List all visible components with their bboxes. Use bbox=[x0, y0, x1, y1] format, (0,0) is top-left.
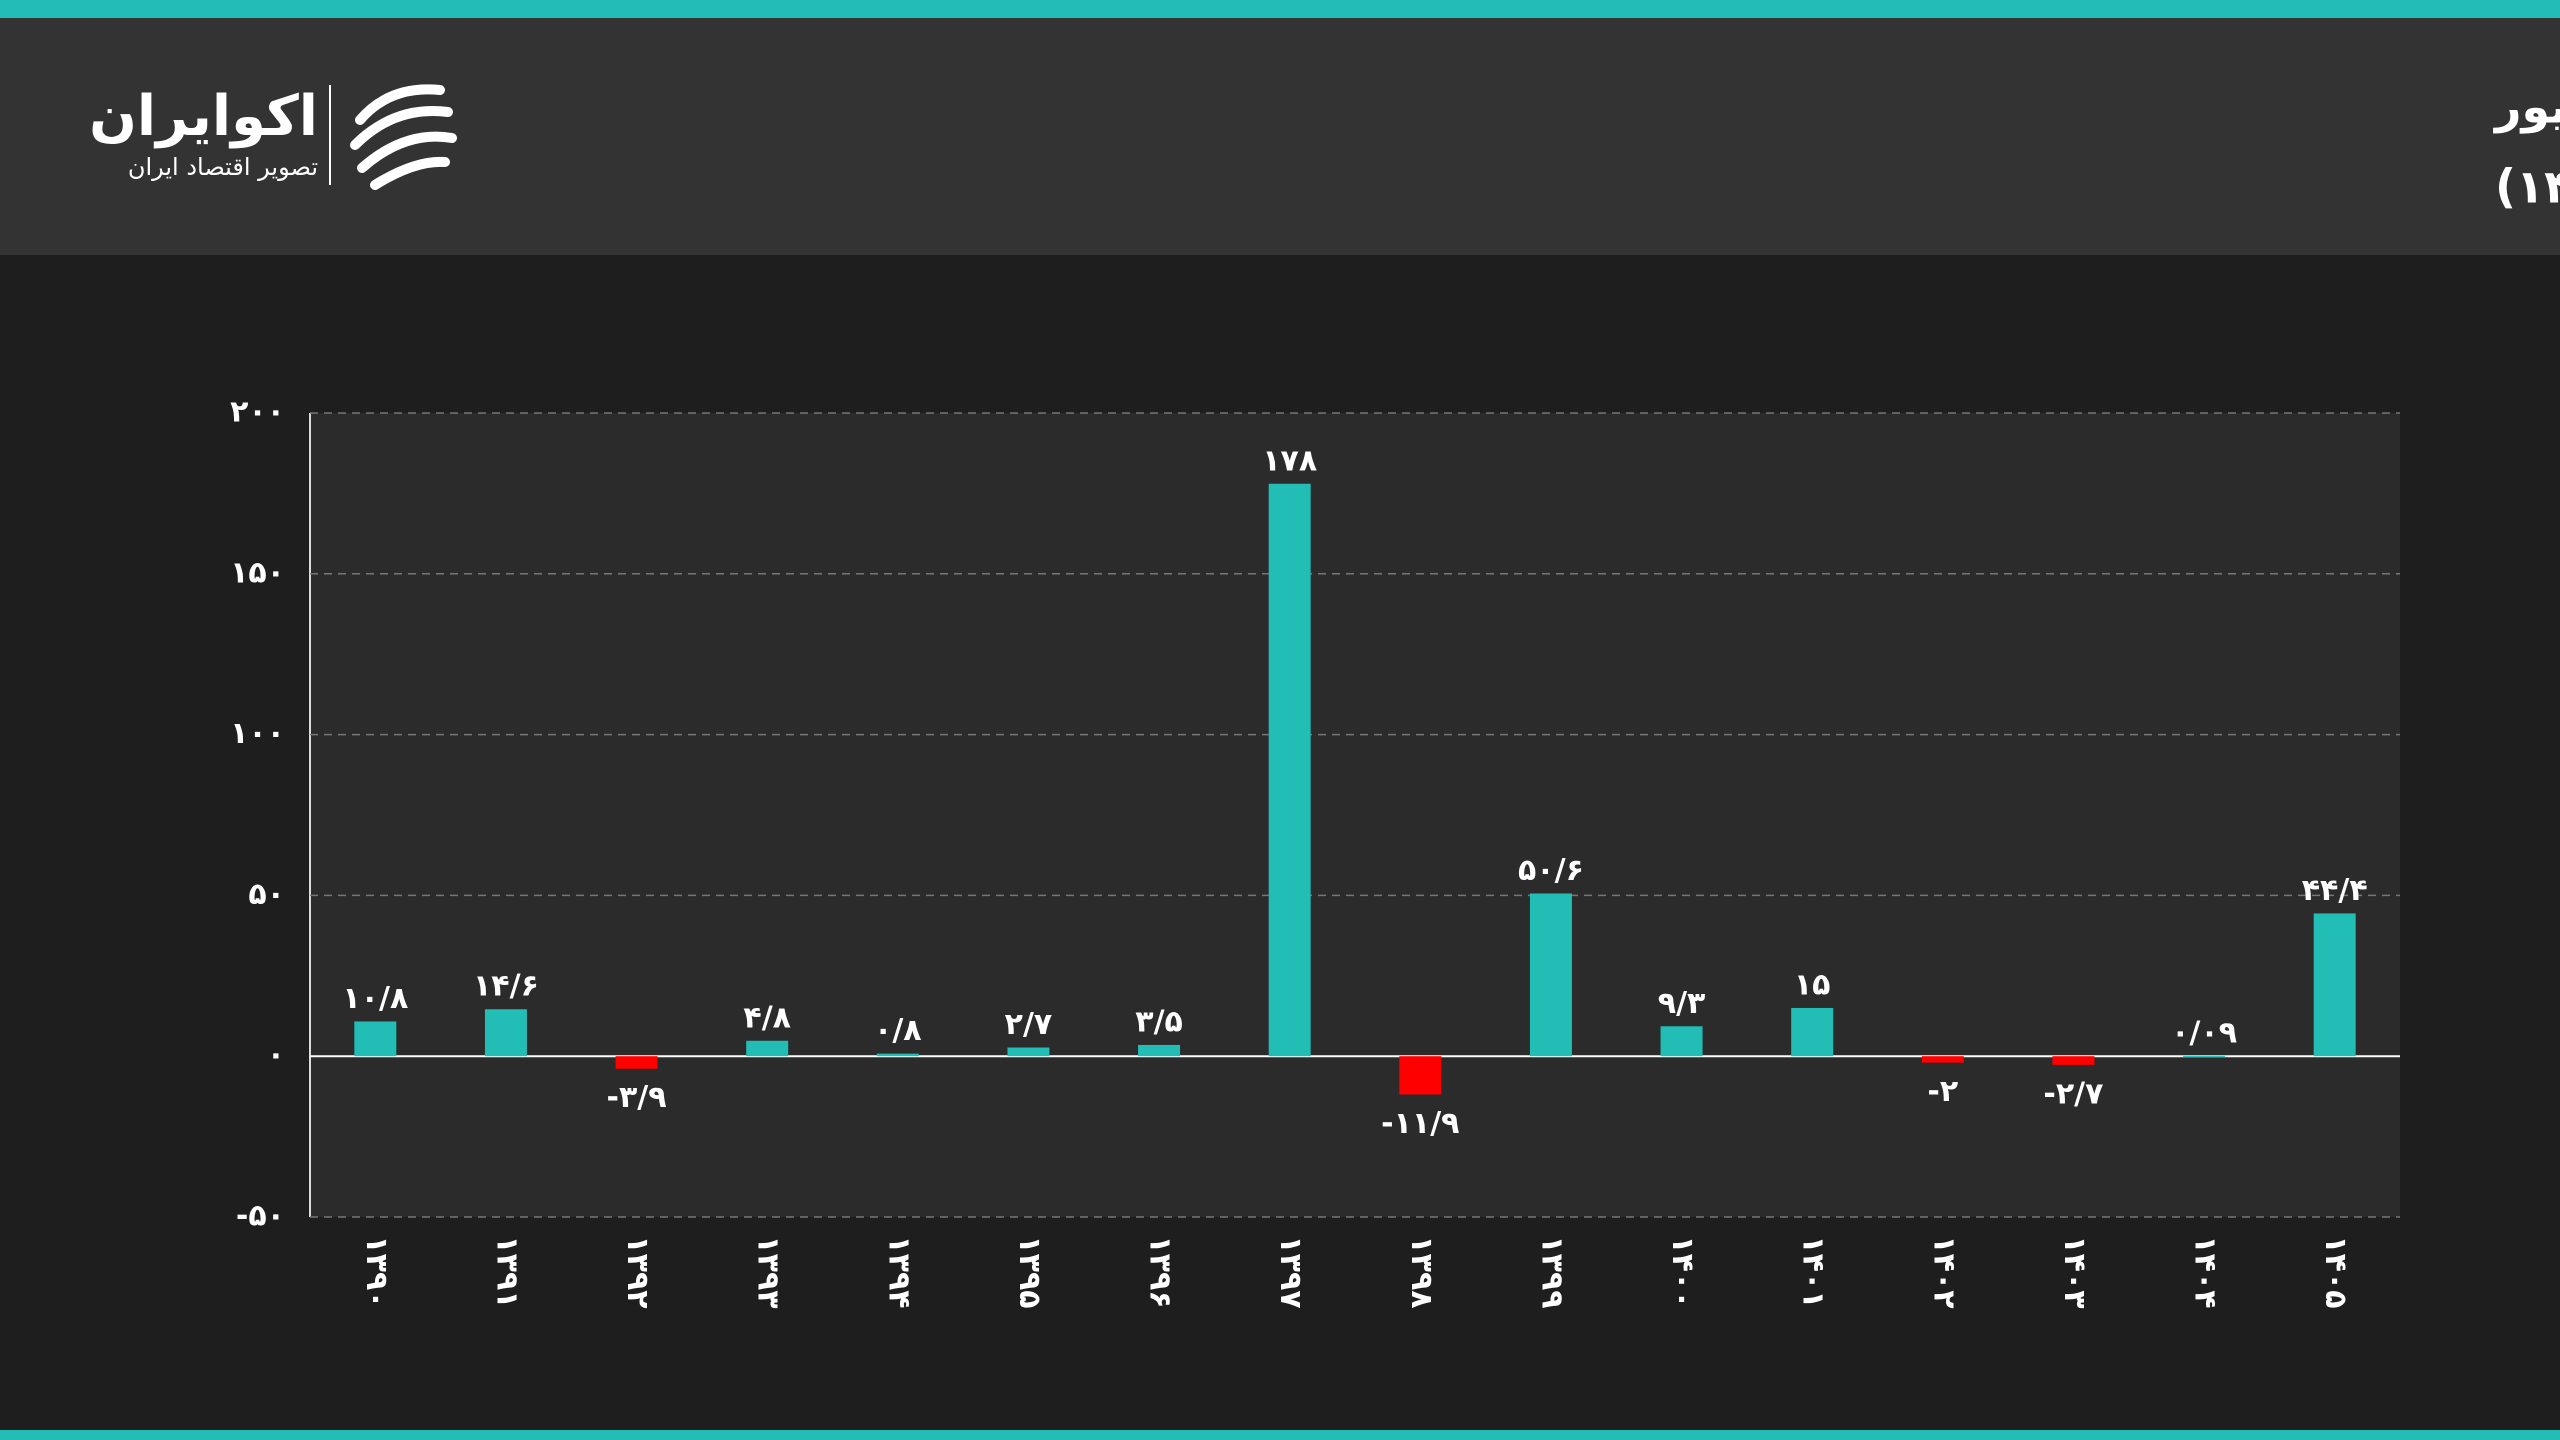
x-tick-label: ۱۴۰۳ bbox=[2057, 1235, 2092, 1308]
bar bbox=[2313, 913, 2356, 1057]
x-tick-label: ۱۳۹۳ bbox=[751, 1235, 786, 1308]
bar bbox=[1660, 1026, 1703, 1057]
value-label: ۳/۵ bbox=[1135, 1004, 1183, 1039]
value-label: -۳/۹ bbox=[607, 1080, 667, 1115]
x-tick-label: ۱۳۹۹ bbox=[1534, 1235, 1569, 1308]
y-tick-label: ۱۰۰ bbox=[230, 716, 285, 751]
value-label: ۱۰/۸ bbox=[342, 981, 408, 1016]
bar bbox=[354, 1021, 397, 1057]
value-label: ۴۴/۴ bbox=[2302, 873, 2368, 908]
x-tick-label: ۱۳۹۵ bbox=[1012, 1235, 1047, 1308]
x-tick-label: ۱۳۹۷ bbox=[1273, 1235, 1308, 1308]
y-tick-label: ۵۰ bbox=[248, 877, 285, 912]
bar bbox=[1399, 1056, 1442, 1095]
bar bbox=[484, 1009, 527, 1057]
bar bbox=[1138, 1044, 1181, 1057]
value-label: -۲/۷ bbox=[2043, 1076, 2103, 1111]
value-label: ۱۷۸ bbox=[1262, 443, 1317, 478]
brand-tagline: تصویر اقتصاد ایران bbox=[128, 153, 318, 181]
value-label: ۱۴/۶ bbox=[473, 969, 539, 1004]
bar bbox=[2183, 1055, 2226, 1057]
value-label: ۴/۸ bbox=[743, 1000, 791, 1035]
value-label: ۱۵ bbox=[1794, 967, 1831, 1002]
x-tick-label: ۱۳۹۱ bbox=[489, 1235, 524, 1308]
x-tick-label: ۱۴۰۴ bbox=[2188, 1235, 2223, 1308]
bar bbox=[746, 1040, 789, 1057]
x-tick-label: ۱۴۰۵ bbox=[2318, 1235, 2353, 1308]
plot-area bbox=[310, 413, 2400, 1217]
logo-mark bbox=[350, 84, 457, 190]
x-tick-label: ۱۳۹۲ bbox=[620, 1235, 655, 1308]
bar bbox=[1921, 1056, 1964, 1063]
bar bbox=[1268, 483, 1311, 1057]
value-label: ۲/۷ bbox=[1005, 1007, 1053, 1042]
x-tick-label: ۱۳۹۸ bbox=[1404, 1235, 1439, 1308]
x-tick-label: ۱۳۹۶ bbox=[1143, 1235, 1178, 1308]
value-label: -۱۱/۹ bbox=[1381, 1106, 1459, 1141]
top-stripe bbox=[0, 0, 2560, 18]
x-tick-label: ۱۳۹۴ bbox=[881, 1235, 916, 1308]
value-label: ۵۰/۶ bbox=[1518, 853, 1584, 888]
x-tick-label: ۱۴۰۱ bbox=[1796, 1235, 1831, 1308]
bottom-stripe bbox=[0, 1430, 2560, 1440]
value-label: -۲ bbox=[1927, 1074, 1958, 1109]
bar bbox=[1791, 1007, 1834, 1057]
bar bbox=[1007, 1047, 1050, 1057]
x-tick-label: ۱۴۰۲ bbox=[1926, 1235, 1961, 1308]
x-tick-label: ۱۳۹۰ bbox=[359, 1235, 394, 1308]
brand-name: اکوایران bbox=[89, 84, 318, 149]
y-tick-label: -۵۰ bbox=[236, 1199, 285, 1234]
y-tick-label: ۱۵۰ bbox=[230, 555, 285, 590]
header bbox=[0, 0, 2560, 255]
bar bbox=[1529, 893, 1572, 1057]
x-tick-label: ۱۴۰۰ bbox=[1665, 1235, 1700, 1308]
chart-title: بازدهی دلار از ابتدای فروردین تا ۱۴ شهری… bbox=[2493, 80, 2560, 134]
bar bbox=[876, 1053, 919, 1057]
bar bbox=[2052, 1056, 2095, 1065]
value-label: ۰/۸ bbox=[874, 1013, 922, 1048]
bar bbox=[615, 1056, 658, 1069]
y-tick-label: ۰ bbox=[267, 1038, 285, 1073]
value-label: ۰/۰۹ bbox=[2171, 1015, 2237, 1050]
y-tick-label: ۲۰۰ bbox=[230, 395, 285, 430]
chart-subtitle: (از سال ۱۳۹۰ تا ۱۴۰۵) bbox=[2495, 160, 2560, 214]
value-label: ۹/۳ bbox=[1658, 986, 1706, 1021]
